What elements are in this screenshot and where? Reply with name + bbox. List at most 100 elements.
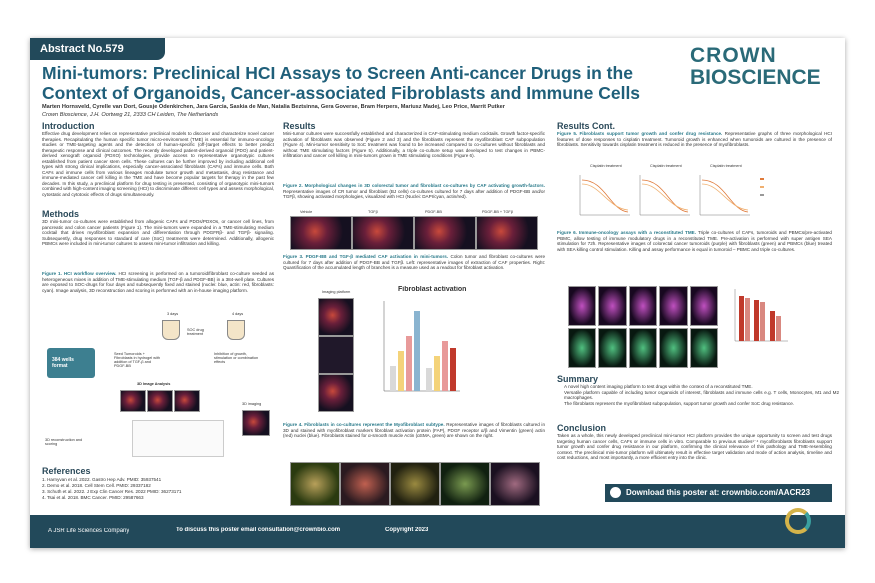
download-icon (610, 487, 621, 498)
figure-caption: Figure 6. Immune-oncology assays with a … (557, 230, 832, 264)
micrograph (689, 286, 718, 326)
plate-label: 384 wells format (52, 357, 74, 369)
image-label: TGFβ (368, 210, 378, 214)
micrograph (659, 328, 688, 368)
panel-label: Fibroblast activation (398, 286, 467, 293)
chart-title: Cisplatin treatment (650, 164, 682, 168)
abstract-number: Abstract No.579 (40, 43, 124, 55)
chart-title: Cisplatin treatment (710, 164, 742, 168)
image-label: PDGF-BB + TGFβ (482, 210, 513, 214)
micrograph (352, 216, 414, 250)
micrograph (242, 410, 270, 436)
micrograph (290, 462, 340, 506)
micrograph (390, 462, 440, 506)
caption-text: Representative images of fibroblasts cul… (283, 422, 545, 438)
step-label: 3D reconstruction and scoring (45, 438, 83, 446)
micrograph (440, 462, 490, 506)
download-bar (605, 484, 832, 502)
step-label: Seed Tumoroids + Fibroblasts in hydrogel… (114, 352, 161, 368)
footer-contact: To discuss this poster email consultatio… (176, 527, 341, 533)
section-heading: Results (283, 121, 316, 131)
step-label: Inhibition of growth, stimulation or com… (214, 352, 259, 364)
caption-text: Representative images of CR tumor and fi… (283, 188, 545, 200)
footer-copyright: Copyright 2023 (385, 527, 429, 533)
micrograph (290, 216, 352, 250)
paragraph: Mini-tumor cultures were successfully es… (283, 131, 545, 158)
figure-1: 384 wells format 3 days 4 days SOC drug … (42, 310, 274, 460)
figure-title: Figure 3. PDGF-BB and TGF-β mediated CAF… (283, 254, 449, 259)
bullet: Versatile platform capable of including … (564, 390, 839, 401)
abstract-tab (30, 38, 165, 60)
paragraph: 3D mini-tumor co-cultures were establish… (42, 219, 274, 246)
authors: Marten Hornsveld, Cyrelle van Dort, Gous… (42, 104, 505, 110)
section-heading: Introduction (42, 121, 95, 131)
step-label: 4 days (232, 312, 244, 316)
micrograph (476, 216, 538, 250)
figure-caption: Figure 4. Fibroblasts in co-cultures rep… (283, 422, 545, 452)
figure-title: Figure 5. Fibroblasts support tumor grow… (557, 131, 723, 136)
micrograph (628, 328, 658, 368)
well (162, 320, 180, 340)
section-heading: Summary (557, 374, 599, 384)
image-label: Vehicle (300, 210, 313, 214)
micrograph (318, 374, 354, 412)
step-label: SOC drug treatment (187, 328, 204, 336)
micrograph (490, 462, 540, 506)
bar-chart (383, 301, 460, 392)
figure-caption: Figure 1. HCI workflow overview. HCI scr… (42, 271, 274, 307)
micrograph (414, 216, 476, 250)
micrograph (628, 286, 658, 326)
micrograph (147, 390, 173, 412)
reference: 2. Demo et al. 2018. Cell Stem Cell. PMI… (42, 483, 151, 488)
figure-6-grid (568, 286, 718, 368)
logo-line: CROWN (690, 44, 777, 67)
footer-brand: A JSR Life Sciences Company (48, 528, 130, 534)
figure-title: Figure 1. HCI workflow overview. (42, 271, 117, 276)
micrograph (568, 328, 597, 368)
micrograph (598, 328, 627, 368)
scoring-box (132, 420, 224, 457)
micrograph (120, 390, 146, 412)
well (227, 320, 245, 340)
image-label: PDGF-BB (425, 210, 442, 214)
bullet: A novel high content imaging platform to… (564, 384, 839, 390)
bullet-list: A novel high content imaging platform to… (557, 384, 839, 406)
figure-caption: Figure 5. Fibroblasts support tumor grow… (557, 131, 832, 161)
paragraph: Effective drug development relies on rep… (42, 131, 274, 197)
micrograph (568, 286, 597, 326)
micrograph (659, 286, 688, 326)
figure-caption: Figure 3. PDGF-BB and TGF-β mediated CAF… (283, 254, 545, 284)
micrograph (318, 298, 354, 336)
step-label: 3D Image Analysis (137, 382, 171, 386)
figure-title: Figure 6. Immune-oncology assays with a … (557, 230, 697, 235)
footer (30, 515, 845, 548)
caption-text: Colon tumor and fibroblast co-cultures w… (283, 254, 545, 270)
title: Mini-tumors: Preclinical HCI Assays to S… (42, 63, 641, 103)
micrograph (318, 336, 354, 374)
step-label: 3 days (167, 312, 179, 316)
caption-text: Representative graphs of three morpholog… (557, 131, 832, 147)
chart-title: Cisplatin treatment (590, 164, 622, 168)
download-link[interactable]: Download this poster at: crownbio.com/AA… (626, 488, 811, 497)
caption-text: HCI screening is performed on a tumoroid… (42, 271, 274, 293)
bullet: The fibroblasts represent the myofibrobl… (564, 401, 839, 407)
figure-title: Figure 4. Fibroblasts in co-cultures rep… (283, 422, 445, 427)
section-heading: References (42, 466, 91, 476)
micrograph (340, 462, 390, 506)
reference: 4. Tsai et al. 2018. BMC Cancer. PMID: 2… (42, 495, 144, 500)
section-heading: Conclusion (557, 423, 606, 433)
logo-line: BIOSCIENCE (690, 66, 821, 89)
micrograph (598, 286, 627, 326)
reference: 3. Schuth et al. 2022. J Exp Clin Cancer… (42, 489, 182, 494)
figure-title: Figure 2. Morphological changes in 3D co… (283, 183, 545, 188)
plate (47, 348, 95, 378)
step-label: 3D imaging (242, 402, 262, 406)
section-heading: Methods (42, 209, 79, 219)
dose-response-charts (579, 175, 764, 216)
affiliation: Crown Bioscience, J.H. Oortweg 21, 2333 … (42, 112, 219, 118)
footer-logo (785, 508, 811, 534)
caption-text: Triple co-cultures of CAFs, tumoroids an… (557, 230, 832, 252)
micrograph (174, 390, 200, 412)
reference: 1. Harnyvan et al. 2022. Gastro Hep Adv.… (42, 477, 162, 482)
